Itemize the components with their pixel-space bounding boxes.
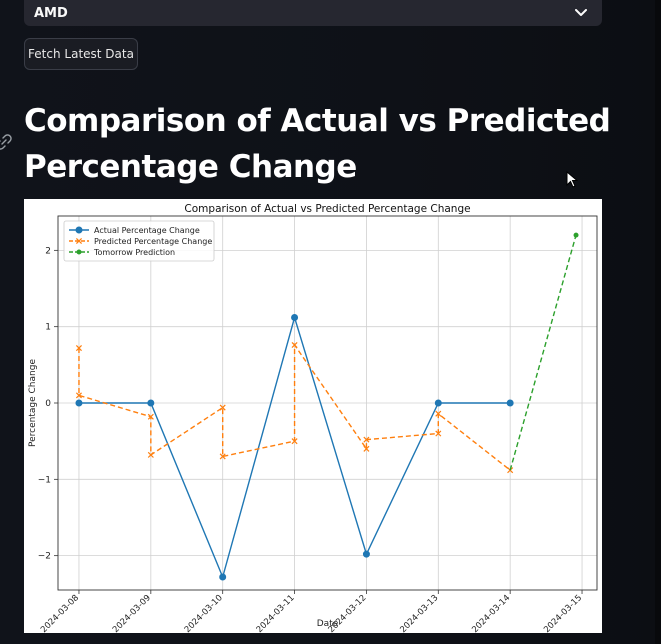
series-1-point — [219, 573, 227, 581]
comparison-chart: 2024-03-08 2024-03-09 2024-03-10 2024-03-11… — [24, 199, 602, 633]
y-tick-label: 2 — [45, 246, 51, 256]
series-2-point — [75, 345, 82, 352]
fetch-latest-data-button[interactable]: Fetch Latest Data — [24, 38, 138, 70]
stock-select[interactable]: AMD — [24, 0, 602, 26]
y-tick-label: 1 — [45, 323, 51, 333]
x-tick-label: 2024-03-13 — [398, 593, 440, 633]
series-2-point — [435, 430, 442, 437]
x-tick-label: 2024-03-09 — [111, 593, 153, 633]
series-2-point — [291, 341, 298, 349]
series-1-point — [291, 314, 299, 322]
series-2-point — [219, 404, 226, 411]
legend-label: Tomorrow Prediction — [93, 248, 175, 257]
legend-label: Predicted Percentage Change — [94, 237, 212, 246]
series-1-point — [506, 399, 514, 407]
stock-select-value: AMD — [34, 5, 68, 21]
x-tick-label: 2024-03-10 — [183, 593, 225, 633]
y-axis-label: Percentage Change — [28, 359, 38, 447]
y-tick-label: 0 — [45, 399, 51, 409]
legend-marker — [75, 237, 83, 245]
series-2-point — [435, 410, 442, 417]
chart-title: Comparison of Actual vs Predicted Percen… — [184, 203, 470, 215]
series-2-point — [219, 453, 226, 460]
page-title: Comparison of Actual vs Predicted Percen… — [24, 103, 611, 185]
series-1-point — [362, 550, 370, 558]
series-2-point — [363, 436, 370, 443]
chevron-down-icon[interactable] — [574, 6, 588, 20]
legend-label: Actual Percentage Change — [94, 226, 200, 235]
x-tick-label: 2024-03-11 — [255, 593, 297, 633]
x-axis-label: Date — [317, 619, 339, 629]
series-1-point — [147, 399, 155, 407]
y-tick-label: −2 — [38, 552, 51, 562]
series-2-point — [147, 413, 154, 420]
y-tick-label: −1 — [38, 475, 51, 485]
series-2-point — [291, 438, 298, 445]
chart-svg: 2024-03-08 2024-03-09 2024-03-10 2024-03-11… — [28, 203, 598, 633]
x-tick-label: 2024-03-14 — [470, 593, 512, 633]
series-line-3 — [509, 234, 577, 471]
link-icon[interactable] — [0, 134, 12, 150]
legend-marker — [75, 226, 83, 234]
series-1-point — [75, 399, 83, 407]
mouse-cursor-icon — [566, 170, 579, 189]
series-2-point — [147, 451, 154, 458]
legend-marker — [76, 249, 82, 255]
x-tick-label: 2024-03-15 — [542, 593, 584, 633]
legend-box — [63, 220, 215, 262]
series-2-point — [363, 445, 370, 452]
series-2-point — [75, 392, 82, 399]
series-3-point — [573, 232, 579, 238]
x-tick-label: 2024-03-08 — [39, 593, 81, 633]
plot-frame — [57, 215, 598, 591]
window-edge — [655, 0, 661, 644]
series-1-point — [434, 399, 442, 407]
